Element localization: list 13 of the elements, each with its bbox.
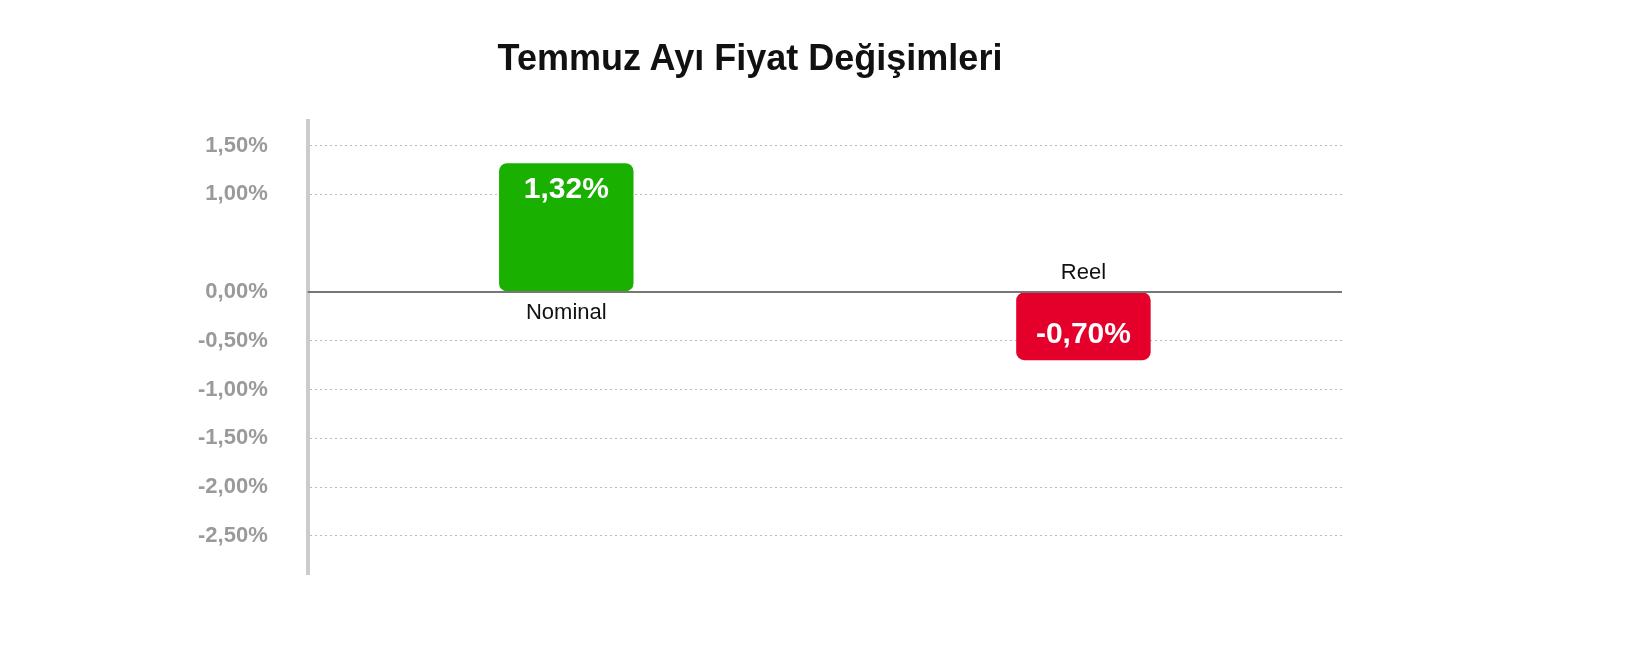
y-tick-label: 0,00% (205, 277, 268, 303)
y-tick-label: -1,50% (197, 424, 268, 450)
y-tick-label: -2,50% (197, 521, 268, 547)
x-tick-label: Reel (1060, 258, 1107, 284)
y-tick-label: 1,50% (205, 131, 268, 157)
y-tick-label: -1,00% (197, 375, 268, 401)
data-label: 1,32% (523, 171, 609, 205)
y-tick-label: 1,00% (205, 180, 268, 206)
chart-title: Temmuz Ayı Fiyat Değişimleri (497, 36, 1003, 78)
data-label: -0,70% (1035, 316, 1131, 350)
y-tick-label: -2,00% (197, 473, 268, 499)
x-tick-label: Nominal (525, 298, 607, 324)
y-tick-label: -0,50% (197, 326, 268, 352)
